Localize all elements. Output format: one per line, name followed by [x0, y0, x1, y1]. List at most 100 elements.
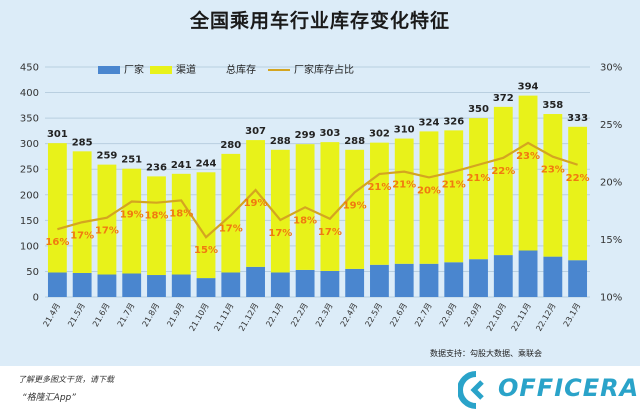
bar-manufacturer [196, 278, 216, 297]
y-left-tick-label: 150 [20, 216, 39, 227]
ratio-line [57, 141, 578, 239]
y-left-tick-label: 0 [33, 293, 39, 304]
x-tick-label: 21.5月 [66, 302, 87, 329]
bar-manufacturer [122, 273, 142, 297]
total-label: 302 [369, 129, 390, 140]
x-tick-label: 22.4月 [339, 302, 360, 329]
footer-note-download: 了解更多图文干货，请下载 [18, 375, 114, 384]
x-tick-label: 22.2月 [289, 302, 310, 329]
y-right-tick-label: 10% [600, 293, 622, 304]
ratio-label: 16% [45, 237, 69, 248]
data-source: 数据支持：勾股大数据、乘联会 [430, 349, 542, 358]
total-label: 301 [47, 129, 68, 140]
bar-channel [444, 130, 464, 263]
y-left-tick-label: 250 [20, 165, 39, 176]
bar-channel [97, 164, 117, 275]
bar-channel [320, 142, 340, 271]
y-right-tick-label: 15% [600, 235, 622, 246]
total-label: 280 [220, 140, 241, 151]
bar-manufacturer [72, 272, 92, 297]
ratio-label: 17% [70, 230, 94, 241]
legend-label-total: 总库存 [226, 63, 256, 76]
bar-manufacturer [469, 259, 488, 297]
total-label: 326 [443, 116, 464, 127]
bar-manufacturer [568, 260, 588, 297]
bar-manufacturer [444, 262, 464, 297]
legend-label-channel: 渠道 [176, 63, 196, 76]
ratio-label: 18% [169, 208, 193, 219]
x-tick-label: 22.10月 [485, 301, 508, 332]
x-tick-label: 23.1月 [562, 302, 583, 329]
bar-manufacturer [221, 272, 241, 297]
y-left-tick-label: 100 [20, 241, 39, 252]
ratio-label: 18% [145, 211, 169, 222]
footer-note-app: “格隆汇App” [22, 393, 76, 403]
legend-label-ratio: 厂家库存占比 [294, 63, 354, 76]
bar-manufacturer [419, 263, 439, 297]
y-left-tick-label: 400 [20, 88, 39, 99]
x-tick-label: 22.5月 [363, 302, 384, 329]
x-tick-label: 22.6月 [388, 302, 409, 329]
bar-manufacturer [171, 274, 191, 297]
total-label: 372 [493, 93, 514, 104]
bar-channel [196, 172, 216, 279]
total-label: 324 [419, 117, 440, 128]
bar-manufacturer [295, 269, 315, 297]
bar-manufacturer [345, 268, 365, 297]
x-tick-label: 21.8月 [141, 302, 162, 329]
total-label: 333 [567, 113, 588, 124]
legend-swatch-channel [150, 66, 172, 74]
chart-title: 全国乘用车行业库存变化特征 [189, 10, 450, 32]
logo-icon [458, 371, 484, 409]
bar-manufacturer [370, 264, 389, 297]
bar-manufacturer [270, 272, 290, 297]
ratio-label: 17% [318, 227, 342, 238]
ratio-label: 20% [417, 185, 441, 196]
y-left-tick-label: 450 [20, 63, 39, 74]
x-tick-label: 22.12月 [534, 302, 557, 333]
legend-swatch-manufacturer [98, 66, 120, 74]
x-tick-label: 22.11月 [510, 302, 533, 333]
ratio-label: 22% [566, 173, 590, 184]
ratio-label: 22% [491, 166, 515, 177]
bar-channel [47, 143, 67, 273]
bar-manufacturer [47, 272, 67, 297]
ratio-label: 17% [268, 228, 292, 239]
logo-text: OFFICERA [498, 374, 640, 402]
x-tick-label: 22.3月 [314, 302, 335, 329]
bar-channel [147, 176, 166, 276]
total-label: 288 [344, 136, 365, 147]
ratio-label: 19% [343, 200, 367, 211]
total-label: 310 [394, 125, 415, 136]
bar-manufacturer [543, 256, 563, 297]
x-tick-label: 22.1月 [264, 302, 285, 329]
total-label: 394 [518, 82, 539, 93]
ratio-label: 19% [120, 210, 144, 221]
total-label: 259 [96, 151, 117, 162]
bar-manufacturer [97, 274, 117, 297]
total-label: 288 [270, 136, 291, 147]
bar-channel [419, 131, 439, 264]
ratio-label: 21% [367, 182, 391, 193]
bar-channel [345, 149, 365, 269]
x-tick-label: 21.12月 [237, 302, 260, 333]
total-label: 241 [171, 160, 192, 171]
x-tick-label: 21.7月 [116, 302, 137, 329]
x-tick-label: 21.9月 [165, 302, 186, 329]
y-left-tick-label: 200 [20, 190, 39, 201]
ratio-label: 21% [392, 180, 416, 191]
stacked-bar-chart: 0 50 100 150 200 250 300 350 400 450 10% 15% 20% 25% 3… [20, 63, 622, 333]
total-label: 358 [542, 100, 563, 111]
x-tick-label: 21.10月 [188, 302, 211, 333]
bar-channel [568, 126, 588, 261]
bar-channel [171, 173, 191, 275]
bar-channel [518, 95, 538, 251]
total-label: 244 [196, 158, 217, 169]
x-tick-label: 22.9月 [463, 302, 484, 329]
y-left-tick-label: 350 [20, 114, 39, 125]
bar-manufacturer [518, 250, 538, 297]
y-left-tick-label: 50 [26, 267, 39, 278]
bar-channel [122, 168, 142, 274]
x-tick-label: 22.7月 [413, 302, 434, 329]
